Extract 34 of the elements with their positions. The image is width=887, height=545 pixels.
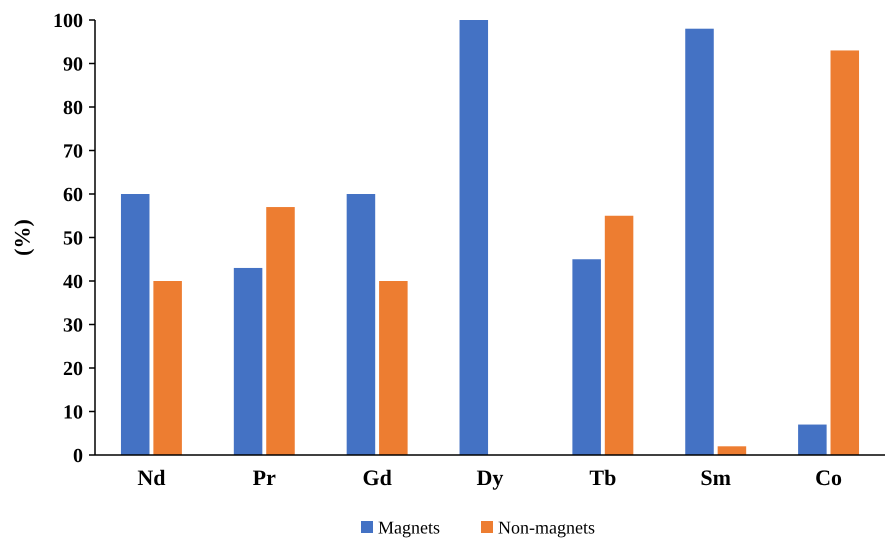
x-tick-label: Co	[815, 465, 842, 490]
y-tick-label: 10	[63, 402, 83, 424]
legend-label: Non-magnets	[498, 517, 595, 538]
y-axis-title: (%)	[10, 219, 35, 256]
x-tick-label: Tb	[589, 465, 616, 490]
y-tick-label: 20	[63, 358, 83, 380]
bar	[460, 20, 488, 455]
y-tick-label: 30	[63, 314, 83, 336]
bar	[266, 207, 295, 455]
bar	[234, 268, 262, 455]
bar	[604, 216, 634, 455]
legend-label: Magnets	[378, 517, 440, 538]
y-tick-label: 100	[53, 10, 83, 32]
bar	[379, 281, 408, 455]
y-tick-label: 70	[63, 140, 83, 162]
bar	[685, 28, 714, 455]
x-tick-label: Pr	[252, 465, 276, 490]
y-tick-label: 90	[63, 54, 83, 76]
y-tick-label: 0	[73, 445, 83, 467]
x-tick-label: Sm	[700, 465, 731, 490]
y-tick-label: 40	[63, 271, 83, 293]
x-tick-label: Gd	[362, 465, 392, 490]
bar	[346, 194, 376, 455]
y-tick-label: 50	[63, 228, 83, 250]
bar	[830, 50, 860, 455]
y-tick-label: 80	[63, 97, 83, 119]
bar	[120, 194, 150, 455]
y-tick-label: 60	[63, 184, 83, 206]
bar	[572, 259, 601, 455]
bar	[798, 424, 827, 455]
bar	[153, 281, 182, 455]
x-tick-label: Dy	[476, 465, 504, 490]
x-tick-label: Nd	[137, 465, 166, 490]
bar	[718, 446, 746, 455]
